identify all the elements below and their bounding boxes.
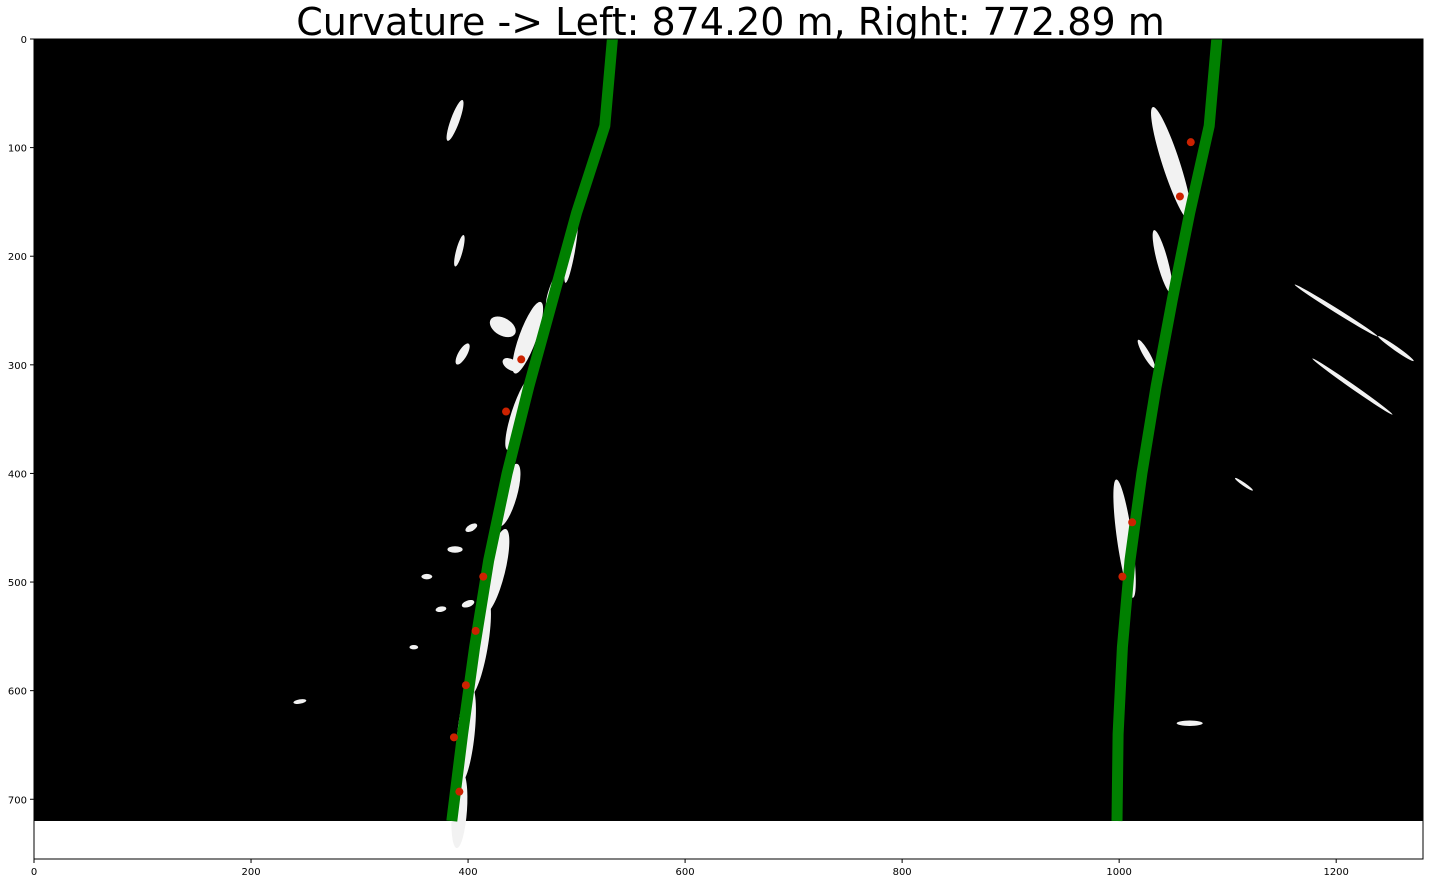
window-centroid-point	[517, 355, 526, 364]
right-lane-fit-line	[1111, 39, 1223, 822]
x-tick-label: 600	[676, 867, 695, 878]
lane-pixel-blob	[502, 358, 521, 372]
lane-pixel-blob	[1176, 720, 1203, 726]
lane-pixel-blob	[1312, 358, 1393, 415]
window-centroid-point	[1118, 572, 1127, 581]
lane-pixel-blob	[293, 699, 307, 704]
lane-pixel-blob	[1137, 339, 1155, 369]
lane-pixel-blob	[1294, 284, 1378, 337]
x-tick-label: 1200	[1323, 867, 1348, 878]
y-tick-label: 700	[8, 795, 27, 806]
y-tick-label: 500	[8, 578, 27, 589]
lane-pixel-blob	[409, 645, 419, 650]
window-centroid-point	[1175, 192, 1184, 201]
window-centroid-point	[461, 681, 470, 690]
x-tick-label: 1000	[1106, 867, 1131, 878]
window-centroid-point	[449, 733, 458, 742]
chart-title: Curvature -> Left: 874.20 m, Right: 772.…	[296, 0, 1165, 44]
x-tick-label: 200	[241, 867, 260, 878]
lane-pixel-blob	[421, 573, 433, 580]
y-tick-label: 600	[8, 687, 27, 698]
lane-pixel-blob	[1378, 335, 1414, 362]
left-lane-fit-line	[446, 39, 618, 822]
series-layer	[446, 39, 1223, 822]
window-centroid-point	[479, 572, 488, 581]
lane-pixel-blob	[1151, 107, 1192, 221]
window-centroid-point	[502, 407, 511, 416]
lane-pixel-blob	[435, 606, 447, 613]
lane-pixel-blob	[465, 523, 478, 533]
lane-pixel-blob	[454, 235, 465, 267]
y-tick-label: 300	[8, 361, 27, 372]
window-centroid-point	[455, 787, 464, 796]
window-centroid-point	[1128, 518, 1137, 527]
x-tick-label: 400	[459, 867, 478, 878]
points-layer	[449, 138, 1195, 796]
lane-pixel-blob	[461, 599, 475, 608]
axes-frame	[33, 38, 1424, 860]
image-background	[34, 39, 1423, 821]
y-tick-label: 200	[8, 252, 27, 263]
y-tick-label: 400	[8, 469, 27, 480]
x-tick-label: 800	[893, 867, 912, 878]
window-centroid-point	[471, 626, 480, 635]
lane-pixel-blob	[455, 343, 470, 365]
lane-pixel-blob	[489, 316, 516, 338]
y-tick-label: 100	[8, 144, 27, 155]
x-axis: 0 200 400 600 800 1000 1200	[31, 859, 1349, 878]
y-tick-label: 0	[21, 35, 27, 46]
y-axis: 0 100 200 300 400 500 600 700	[8, 35, 34, 806]
x-tick-label: 0	[31, 867, 37, 878]
window-centroid-point	[1186, 138, 1195, 147]
lane-pixel-blob	[1152, 230, 1173, 294]
lane-pixel-blob	[447, 546, 463, 553]
lane-pixel-blob	[1235, 477, 1253, 491]
lane-pixel-blob	[446, 99, 464, 141]
